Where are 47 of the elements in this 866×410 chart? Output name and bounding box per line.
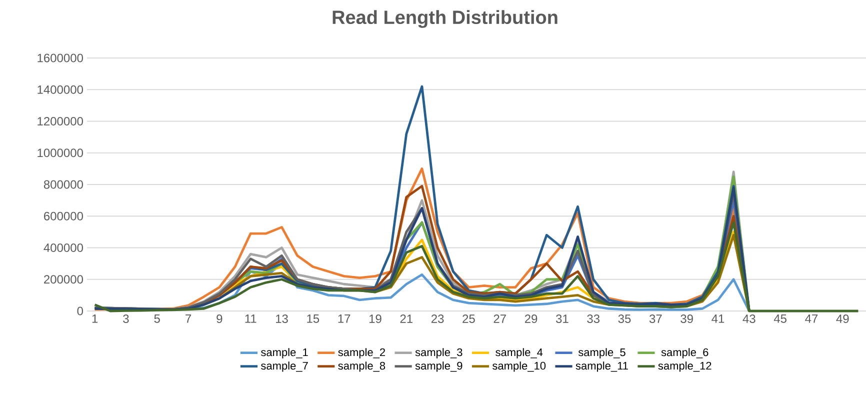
- x-tick-label: 19: [369, 314, 382, 324]
- y-tick-label: 1200000: [38, 117, 83, 126]
- legend-label: sample_1: [261, 348, 308, 358]
- x-tick-label: 11: [245, 314, 256, 323]
- y-tick-label: 1000000: [38, 148, 83, 158]
- legend-label: sample_7: [261, 362, 308, 372]
- x-tick-label: 9: [216, 314, 222, 324]
- x-tick-label: 47: [805, 314, 818, 323]
- x-tick-label: 45: [774, 314, 786, 323]
- x-tick-label: 17: [338, 314, 350, 323]
- y-tick-label: 0: [77, 306, 84, 316]
- x-tick-label: 31: [556, 314, 568, 324]
- legend-label: sample_5: [578, 348, 626, 358]
- x-tick-label: 43: [742, 314, 756, 324]
- x-tick-label: 13: [276, 314, 288, 324]
- x-tick-label: 35: [618, 314, 631, 324]
- legend-label: sample_3: [415, 348, 462, 358]
- x-tick-label: 25: [462, 314, 475, 324]
- x-tick-label: 33: [587, 314, 600, 324]
- legend-label: sample_9: [415, 362, 462, 372]
- legend-label: sample_2: [338, 348, 386, 358]
- legend-label: sample_8: [338, 362, 386, 372]
- y-tick-label: 600000: [44, 212, 83, 220]
- legend-label: sample_12: [658, 362, 712, 372]
- x-tick-label: 37: [649, 314, 662, 324]
- chart-title: Read Length Distribution: [332, 10, 558, 28]
- x-tick-label: 3: [123, 314, 129, 324]
- x-tick-label: 1: [92, 314, 98, 323]
- x-tick-label: 27: [494, 314, 506, 323]
- x-tick-label: 49: [836, 314, 849, 324]
- y-tick-label: 800000: [44, 180, 83, 189]
- x-tick-label: 21: [400, 314, 412, 323]
- legend-label: sample_6: [661, 348, 708, 358]
- x-tick-label: 7: [186, 314, 192, 323]
- y-tick-label: 1600000: [38, 54, 83, 62]
- x-tick-label: 23: [431, 314, 444, 324]
- x-tick-label: 15: [307, 314, 320, 323]
- legend-label: sample_4: [496, 348, 543, 358]
- legend-label: sample_11: [576, 362, 628, 372]
- y-tick-label: 400000: [44, 244, 83, 252]
- x-tick-label: 41: [712, 314, 724, 323]
- y-tick-label: 1400000: [38, 85, 83, 94]
- x-tick-label: 5: [154, 314, 160, 323]
- y-tick-label: 200000: [44, 275, 83, 284]
- legend-label: sample_10: [492, 362, 546, 372]
- x-tick-label: 29: [524, 314, 538, 324]
- x-tick-label: 39: [680, 314, 693, 324]
